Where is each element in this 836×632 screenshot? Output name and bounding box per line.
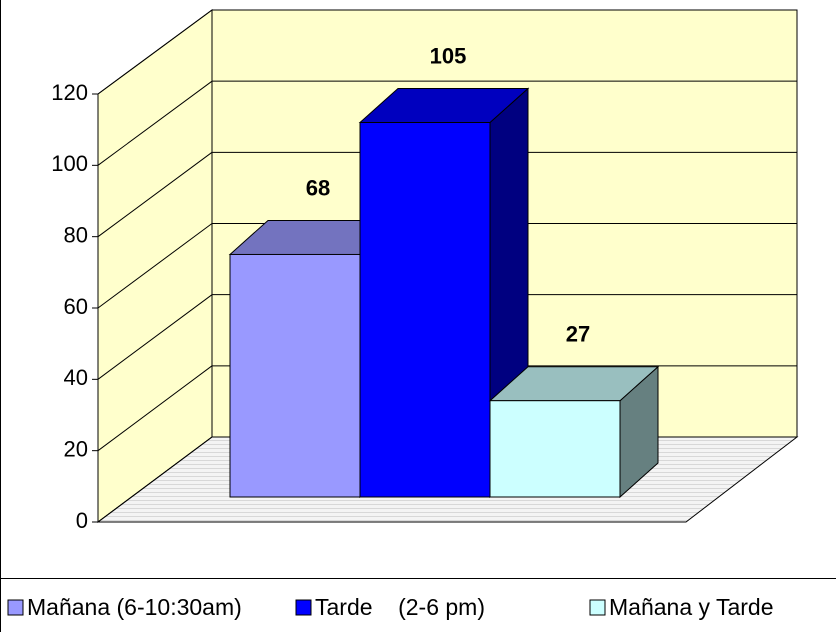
legend: Mañana (6-10:30am) Tarde (2-6 pm) Mañana y… bbox=[7, 594, 774, 620]
bar bbox=[359, 122, 491, 498]
y-tick-label: 20 bbox=[64, 436, 88, 461]
y-tick-label: 0 bbox=[76, 508, 88, 533]
grid-line bbox=[97, 80, 213, 166]
y-tick-label: 120 bbox=[51, 80, 88, 105]
legend-label: Mañana y Tarde bbox=[609, 594, 774, 620]
y-tick-label: 80 bbox=[64, 222, 88, 247]
grid-line bbox=[97, 9, 213, 95]
y-tick-label: 60 bbox=[64, 294, 88, 319]
data-label: 105 bbox=[430, 43, 467, 68]
data-label: 68 bbox=[306, 175, 330, 200]
legend-swatch bbox=[295, 599, 312, 616]
legend-swatch bbox=[589, 599, 606, 616]
bar bbox=[489, 400, 621, 498]
legend-swatch bbox=[7, 599, 24, 616]
legend-label: Mañana (6-10:30am) bbox=[27, 594, 242, 620]
y-tick-label: 100 bbox=[51, 151, 88, 176]
legend-label: Tarde (2-6 pm) bbox=[315, 594, 485, 620]
bar bbox=[229, 253, 361, 498]
grid-line bbox=[97, 365, 213, 452]
grid-line bbox=[97, 151, 213, 238]
grid-line bbox=[97, 436, 213, 523]
data-label: 27 bbox=[566, 322, 590, 347]
grid-line bbox=[97, 223, 213, 309]
y-tick-label: 40 bbox=[64, 365, 88, 390]
grid-line bbox=[97, 294, 213, 380]
